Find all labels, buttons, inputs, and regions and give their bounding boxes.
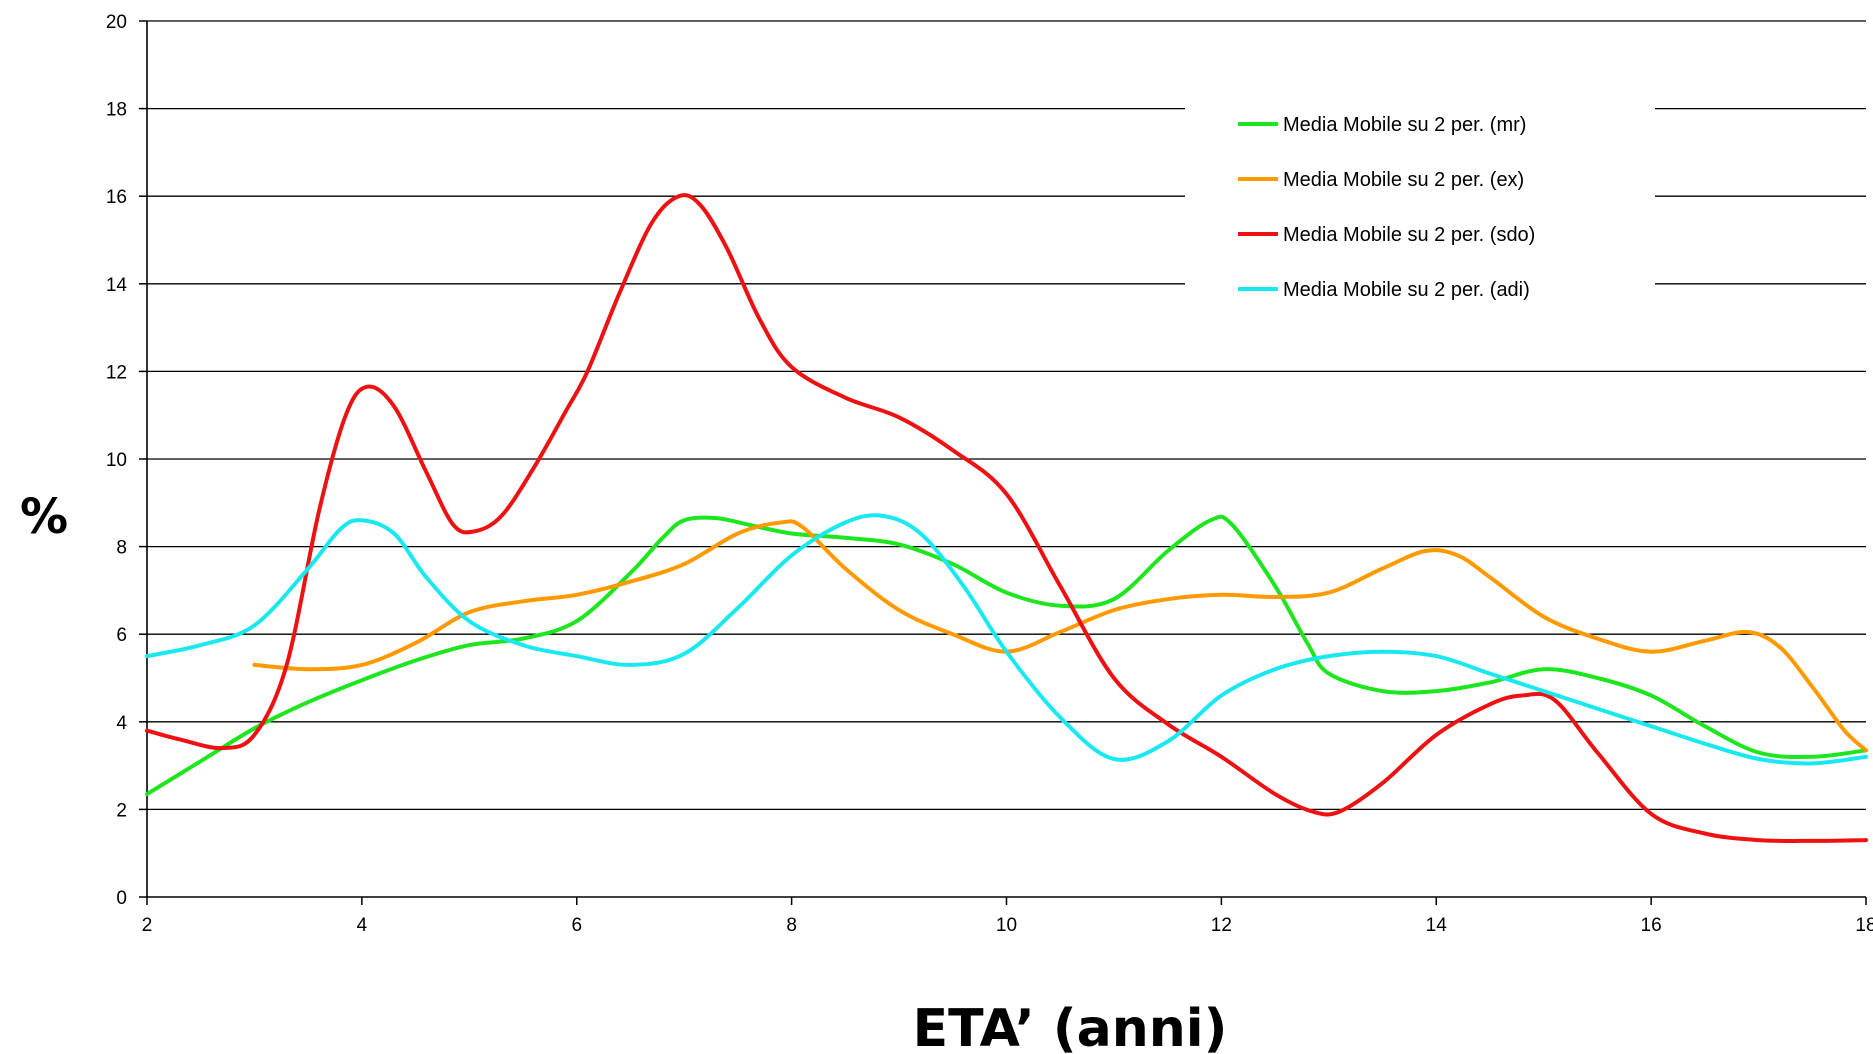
x-tick-label: 2 bbox=[142, 915, 153, 936]
y-tick-label: 4 bbox=[116, 713, 127, 734]
legend: Media Mobile su 2 per. (mr) Media Mobile … bbox=[1238, 114, 1535, 301]
x-tick-label: 8 bbox=[786, 915, 797, 936]
x-tick-label: 6 bbox=[571, 915, 582, 936]
x-tick-label: 10 bbox=[996, 915, 1017, 936]
series-line-sdo bbox=[145, 193, 1868, 843]
x-tick-label: 18 bbox=[1855, 915, 1873, 936]
y-tick-label: 14 bbox=[106, 275, 128, 296]
x-tick-label: 4 bbox=[357, 915, 368, 936]
legend-label-mr: Media Mobile su 2 per. (mr) bbox=[1283, 114, 1526, 136]
x-tick-label: 16 bbox=[1641, 915, 1662, 936]
y-tick-label: 0 bbox=[116, 888, 127, 909]
y-tick-label: 2 bbox=[116, 800, 127, 821]
x-tick-label: 12 bbox=[1211, 915, 1232, 936]
y-tick-label: 20 bbox=[106, 12, 127, 33]
y-tick-label: 18 bbox=[106, 100, 127, 121]
y-tick-label: 16 bbox=[106, 187, 127, 208]
x-tick-label: 14 bbox=[1426, 915, 1448, 936]
series-line-ex bbox=[252, 519, 1868, 753]
legend-label-ex: Media Mobile su 2 per. (ex) bbox=[1283, 169, 1524, 191]
y-tick-label: 12 bbox=[106, 362, 127, 383]
y-tick-label: 8 bbox=[116, 538, 127, 559]
series-line-mr bbox=[145, 514, 1868, 797]
series-lines bbox=[145, 193, 1868, 843]
legend-label-adi: Media Mobile su 2 per. (adi) bbox=[1283, 279, 1530, 301]
y-axis-title: % bbox=[20, 489, 68, 545]
series-line-adi bbox=[145, 513, 1868, 766]
y-tick-label: 6 bbox=[116, 625, 127, 646]
x-axis-title: ETA’ (anni) bbox=[913, 999, 1228, 1054]
y-tick-label: 10 bbox=[106, 450, 127, 471]
legend-label-sdo: Media Mobile su 2 per. (sdo) bbox=[1283, 224, 1535, 246]
